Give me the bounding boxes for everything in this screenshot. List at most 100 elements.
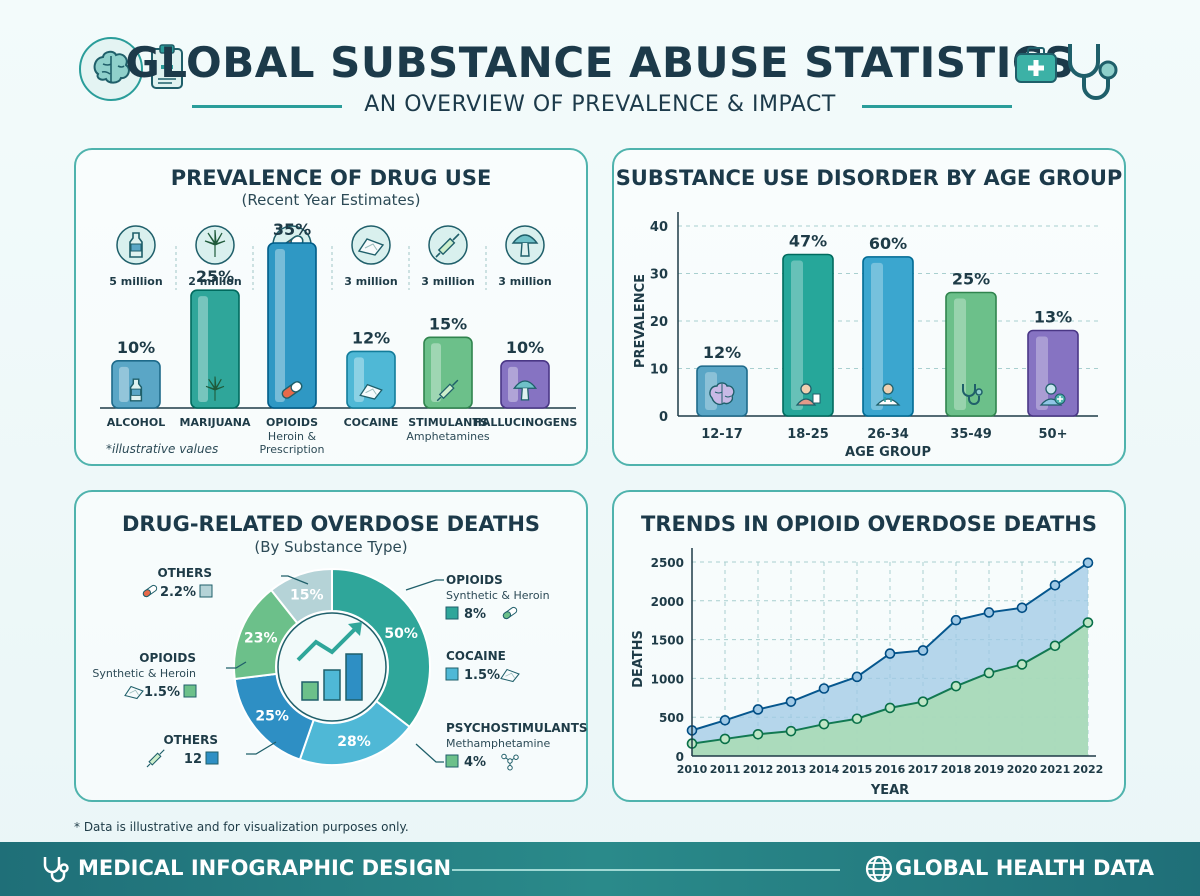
young-person-icon <box>795 383 821 406</box>
value-label: 35% <box>273 220 311 239</box>
legend-value: 2.2% <box>160 585 196 600</box>
value-label: 15% <box>429 314 467 333</box>
data-point <box>752 728 764 740</box>
age-bar <box>782 253 834 417</box>
prevalence-subtitle: (Recent Year Estimates) <box>241 191 421 209</box>
bar-highlight <box>431 343 441 402</box>
stethoscope-icon <box>1068 44 1118 100</box>
data-point <box>1016 659 1028 670</box>
age-bar <box>1027 329 1079 417</box>
legend-label: OPIOIDS <box>139 651 196 665</box>
age-bar <box>945 291 997 417</box>
data-point <box>719 715 731 726</box>
x-tick-label: 2017 <box>908 763 939 776</box>
overdose-chart: 50% 28% 25% 23% 15% OPIOIDS Synthetic & Heroin… <box>92 566 588 771</box>
legend-label: PSYCHOSTIMULANTS <box>446 721 588 735</box>
legend-sublabel: Synthetic & Heroin <box>92 667 196 680</box>
legend-item: PSYCHOSTIMULANTS Methamphetamine 4% <box>445 721 588 771</box>
category-label: STIMULANTS <box>408 416 488 429</box>
leader-line <box>281 575 309 585</box>
legend-label: OTHERS <box>163 733 218 747</box>
x-tick-label: 18-25 <box>787 427 829 442</box>
legend-swatch <box>445 754 459 768</box>
page-title: GLOBAL SUBSTANCE ABUSE STATISTICS <box>125 38 1075 87</box>
brain-icon <box>79 37 143 101</box>
value-label: 47% <box>789 232 827 251</box>
globe-icon <box>865 855 893 883</box>
data-point <box>983 607 995 618</box>
y-axis-label: PREVALENCE <box>633 274 648 368</box>
illustrative-note: *illustrative values <box>106 442 219 456</box>
x-axis-label: YEAR <box>870 783 909 798</box>
category-sublabel: Heroin & <box>268 430 317 443</box>
data-point <box>917 645 929 656</box>
count-label: 5 million <box>109 275 162 288</box>
prevalence-bar <box>267 242 317 409</box>
x-tick-label: 2015 <box>842 763 873 776</box>
cannabis-leaf-icon <box>204 229 226 257</box>
x-tick-label: 2013 <box>776 763 807 776</box>
stethoscope-icon <box>962 384 983 405</box>
data-point <box>917 696 929 707</box>
x-tick-label: 2021 <box>1040 763 1071 776</box>
legend-value: 4% <box>464 755 486 770</box>
count-label: 3 million <box>498 275 551 288</box>
legend-item: COCAINE 1.5% <box>445 649 520 683</box>
overdose-title: DRUG-RELATED OVERDOSE DEATHS <box>121 512 541 536</box>
x-axis-label: AGE GROUP <box>845 445 931 460</box>
syringe-icon <box>435 233 460 258</box>
footnote: * Data is illustrative and for visualiza… <box>74 820 409 834</box>
data-point <box>851 713 863 725</box>
value-label: 12% <box>703 343 741 362</box>
slice-label: 25% <box>255 708 289 724</box>
y-tick-label: 20 <box>650 315 668 330</box>
bar-highlight <box>1036 336 1048 410</box>
legend-swatch <box>445 606 459 620</box>
mushroom-icon <box>511 234 539 257</box>
category-label: MARIJUANA <box>180 416 251 429</box>
value-label: 60% <box>869 234 907 253</box>
data-point <box>719 733 731 745</box>
value-label: 10% <box>117 338 155 357</box>
slice-label: 28% <box>337 734 371 750</box>
prevalence-panel: PREVALENCE OF DRUG USE (Recent Year Esti… <box>74 148 588 466</box>
value-label: 25% <box>952 270 990 289</box>
subtitle-rule-right <box>862 105 1012 108</box>
donut-center <box>277 612 387 722</box>
value-label: 13% <box>1034 308 1072 327</box>
slice-label: 50% <box>384 626 418 642</box>
x-tick-label: 2016 <box>875 763 906 776</box>
x-tick-label: 2014 <box>809 763 840 776</box>
prevalence-bar <box>423 336 473 409</box>
syringe-icon <box>436 379 459 402</box>
data-point <box>950 680 962 692</box>
footer-left-text: MEDICAL INFOGRAPHIC DESIGN <box>78 856 452 880</box>
molecule-icon <box>501 753 519 771</box>
category-label: ALCOHOL <box>107 416 166 429</box>
brain-icon <box>709 382 735 406</box>
data-point <box>1082 617 1094 628</box>
data-point <box>752 704 764 715</box>
data-point <box>851 671 863 683</box>
bar-highlight <box>871 262 883 410</box>
legend-value: 1.5% <box>464 668 500 683</box>
overdose-subtitle: (By Substance Type) <box>254 538 408 556</box>
stethoscope-icon <box>43 857 69 883</box>
legend-item: OTHERS 2.2% <box>142 566 213 600</box>
data-point <box>1082 557 1094 569</box>
patient-plus-icon <box>1039 383 1066 406</box>
trend-chart-icon <box>296 622 363 701</box>
data-point <box>785 725 797 737</box>
legend-item: OTHERS 12 <box>146 733 219 768</box>
value-label: 12% <box>352 328 390 347</box>
slice-label: 15% <box>290 587 324 603</box>
y-axis-label: DEATHS <box>631 630 646 688</box>
category-label: OPIOIDS <box>266 416 318 429</box>
data-point <box>818 718 830 730</box>
trends-panel: TRENDS IN OPIOID OVERDOSE DEATHS 0 500 100… <box>612 490 1126 802</box>
category-label: HALLUCINOGENS <box>473 416 578 429</box>
bar-highlight <box>119 366 129 402</box>
data-point <box>950 614 962 626</box>
leader-line <box>405 579 444 591</box>
value-label: 10% <box>506 338 544 357</box>
